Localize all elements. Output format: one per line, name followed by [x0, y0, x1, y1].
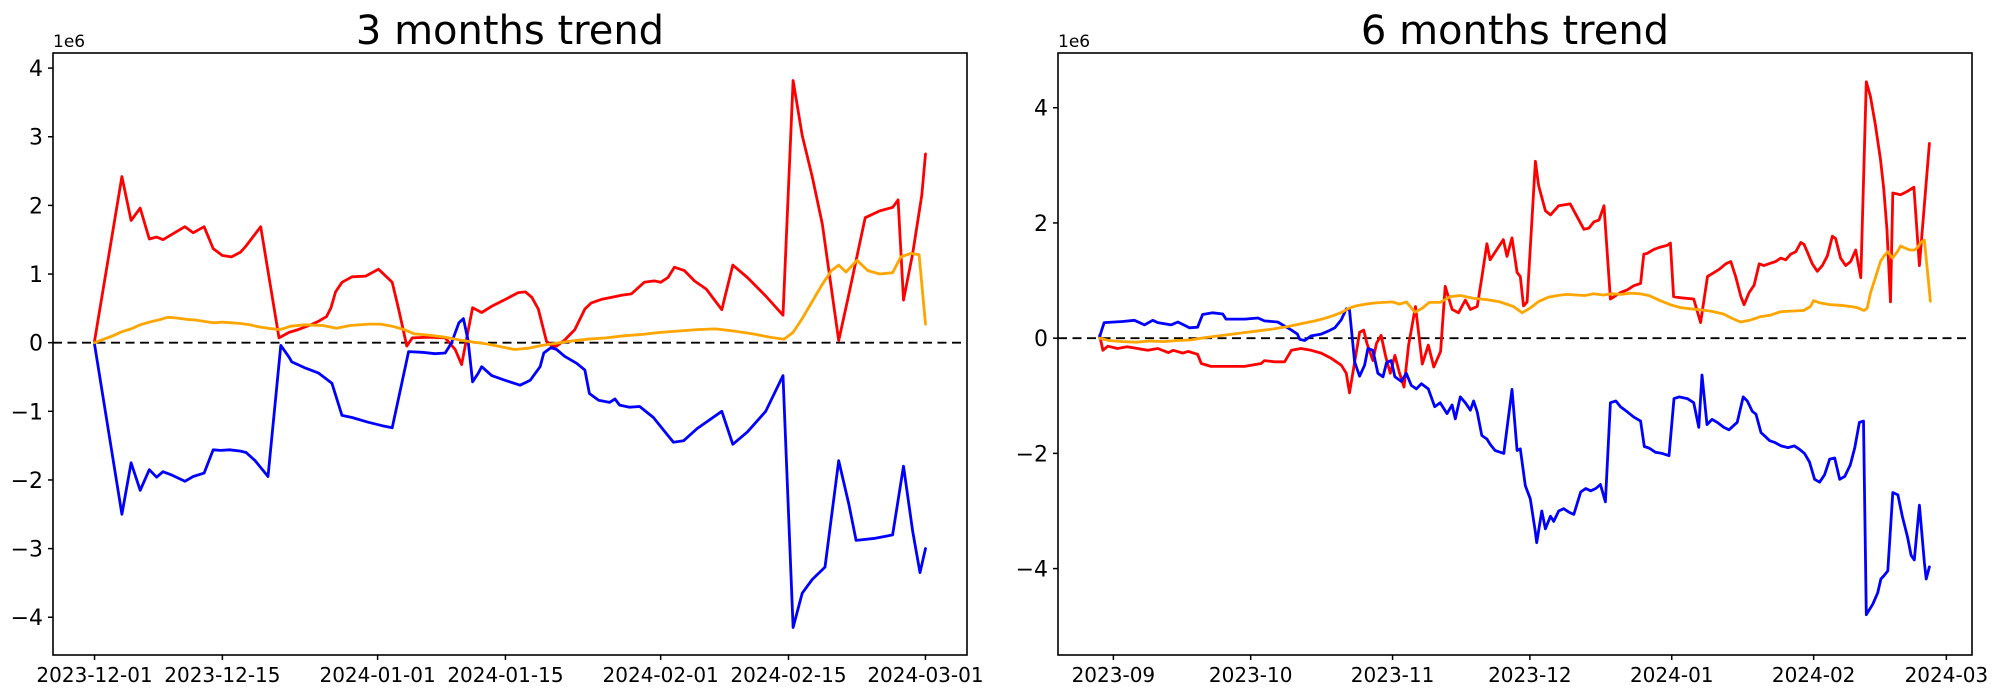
chart-title-3-months: 3 months trend	[356, 8, 664, 54]
chart-6-months-trend: 6 months trend 1e6 2023-09 2023-10 2023-11…	[1000, 0, 2000, 700]
y-axis-offset-label: 1e6	[53, 32, 85, 52]
series-line-blue	[93, 317, 927, 629]
x-tick-label: 2024-02	[1772, 663, 1856, 687]
y-axis-offset-label: 1e6	[1058, 32, 1090, 52]
y-tick-label: 2	[29, 194, 43, 219]
y-tick-label: −1	[11, 400, 43, 425]
x-tick-label: 2023-10	[1209, 663, 1293, 687]
chart-canvas-6-months: 6 months trend 1e6 2023-09 2023-10 2023-11…	[1016, 8, 1989, 687]
x-tick-label: 2024-03	[1905, 663, 1989, 687]
y-tick-label: −3	[11, 538, 43, 563]
y-tick-label: −4	[11, 606, 43, 631]
y-tick-label: 1	[29, 263, 43, 288]
y-tick-label: 4	[1034, 97, 1048, 122]
y-tick-label: −2	[1016, 442, 1048, 467]
y-tick-label: 4	[29, 57, 43, 82]
chart-3-months-trend: 3 months trend 1e6 2023-12-01 2023-12-15 2…	[11, 8, 984, 687]
series-line-blue	[1098, 307, 1931, 617]
x-tick-label: 2024-03-01	[867, 663, 983, 687]
chart-canvas-3-months: 3 months trend 1e6 2023-12-01 2023-12-15 2…	[11, 8, 984, 687]
series-line-red	[93, 79, 927, 367]
y-tick-label: −4	[1016, 558, 1048, 583]
plot-area-3-months: 2023-12-01 2023-12-15 2024-01-01 2024-01-15…	[11, 52, 984, 687]
x-tick-label: 2023-09	[1072, 663, 1156, 687]
x-tick-label: 2024-01-15	[447, 663, 563, 687]
y-tick-label: 0	[1034, 327, 1048, 352]
x-tick-label: 2024-01-01	[319, 663, 435, 687]
y-tick-label: 2	[1034, 212, 1048, 237]
x-tick-label: 2024-01	[1630, 663, 1714, 687]
axes-frame	[52, 52, 968, 656]
series-line-red	[1098, 80, 1931, 395]
chart-title-6-months: 6 months trend	[1361, 8, 1669, 54]
x-tick-label: 2023-12	[1488, 663, 1572, 687]
y-tick-label: 0	[29, 332, 43, 357]
axes-frame	[1057, 52, 1973, 656]
x-tick-label: 2024-02-01	[603, 663, 719, 687]
plot-area-6-months: 2023-09 2023-10 2023-11 2023-12 2024-01 2024-…	[1016, 52, 1989, 687]
series-line-orange	[1098, 238, 1932, 344]
x-tick-label: 2023-12-01	[36, 663, 152, 687]
x-tick-label: 2024-02-15	[730, 663, 846, 687]
y-tick-label: −2	[11, 469, 43, 494]
y-tick-label: 3	[29, 126, 43, 151]
series-line-orange	[93, 251, 927, 351]
x-tick-label: 2023-12-15	[164, 663, 280, 687]
x-tick-label: 2023-11	[1351, 663, 1435, 687]
